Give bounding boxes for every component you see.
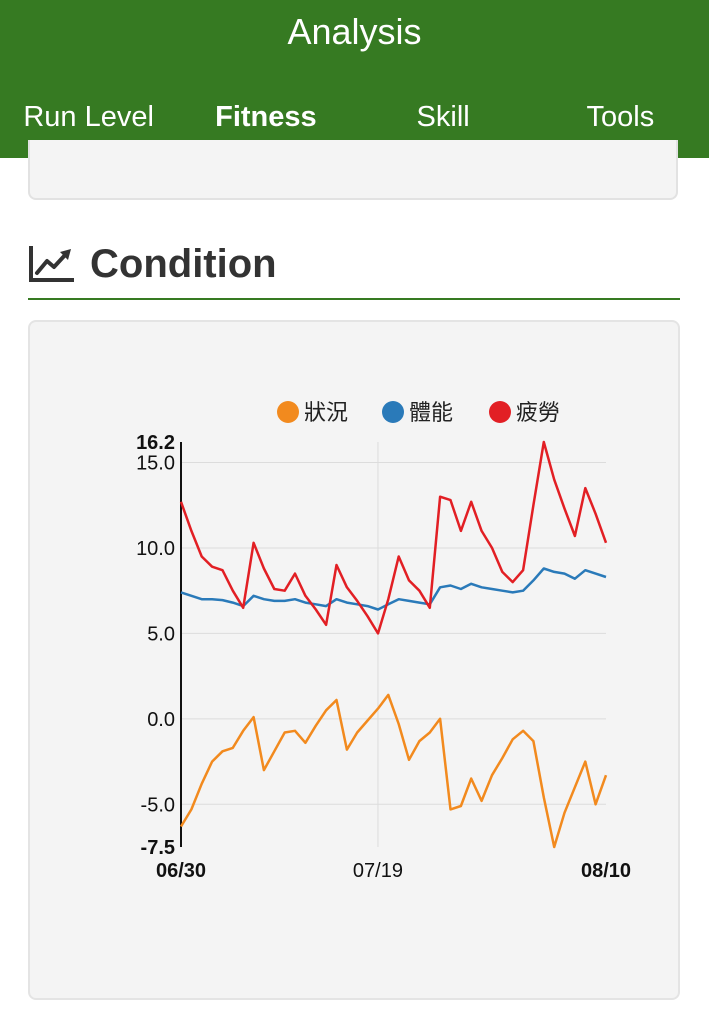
series-line xyxy=(179,693,608,849)
y-tick-label: -5.0 xyxy=(141,794,175,816)
legend-marker[interactable] xyxy=(382,401,404,423)
tab-label: Tools xyxy=(586,101,655,133)
condition-chart-card: 16.2 15.0 10.0 5.0 0.0 -5.0 -7.5 06/30 07/19 08/1… xyxy=(28,320,680,1000)
legend-label[interactable]: 狀況 xyxy=(304,401,348,426)
tab-tools[interactable]: Tools xyxy=(532,92,709,158)
previous-card xyxy=(28,140,678,200)
series-line xyxy=(179,440,608,635)
app-title: Analysis xyxy=(287,11,422,52)
top-app-bar: Analysis Run Level Fitness Skill Tools xyxy=(0,0,709,158)
y-tick-label: 5.0 xyxy=(147,623,175,645)
x-tick-label: 08/10 xyxy=(581,860,631,882)
legend-marker[interactable] xyxy=(277,401,299,423)
x-tick-label: 06/30 xyxy=(156,860,206,882)
legend-label[interactable]: 疲勞 xyxy=(516,401,560,426)
section-title: Condition xyxy=(90,242,277,286)
tab-label: Fitness xyxy=(215,101,317,133)
line-chart-icon xyxy=(29,246,74,282)
legend-marker[interactable] xyxy=(489,401,511,423)
condition-chart: 16.215.0 10.0 5.0 0.0 -5.0 -7.506/30 07/19 08/1… xyxy=(136,401,631,882)
tab-label: Skill xyxy=(416,101,470,133)
x-tick-label: 07/19 xyxy=(353,860,403,882)
y-max-label: 16.2 xyxy=(136,432,175,454)
legend-label[interactable]: 體能 xyxy=(409,401,453,426)
y-tick-label: 10.0 xyxy=(136,538,175,560)
tab-skill[interactable]: Skill xyxy=(355,92,532,158)
tab-run-level[interactable]: Run Level xyxy=(0,92,177,158)
series-line xyxy=(180,567,607,611)
condition-section-header: Condition xyxy=(28,238,680,300)
y-tick-label: 15.0 xyxy=(136,453,175,475)
tab-label: Run Level xyxy=(23,101,154,133)
y-tick-label: 0.0 xyxy=(147,709,175,731)
y-min-label: -7.5 xyxy=(141,837,175,859)
